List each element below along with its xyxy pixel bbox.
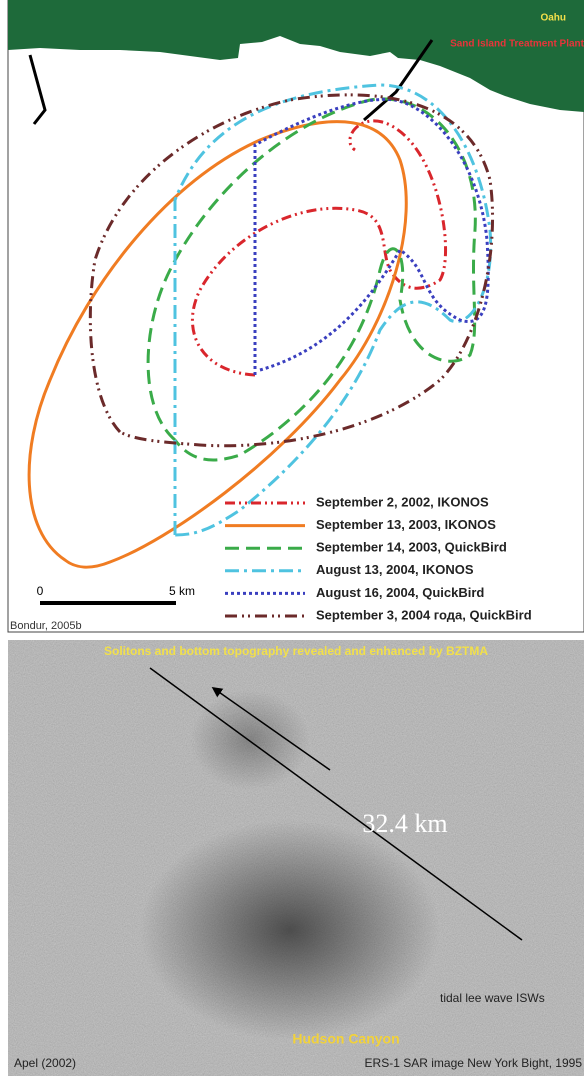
place-label: Sand Island Treatment Plant [450, 39, 584, 50]
contour [253, 97, 490, 375]
map-frame [7, 0, 584, 633]
credit: Apel (2002) [14, 1056, 76, 1070]
contour [88, 93, 494, 448]
contour [27, 120, 408, 569]
legend: September 2, 2002, IKONOS September 13, 2… [225, 494, 532, 622]
legend-label: August 16, 2004, QuickBird [316, 585, 484, 600]
source: ERS-1 SAR image New York Bight, 1995 [365, 1056, 583, 1070]
credit: Bondur, 2005b [10, 620, 82, 632]
legend-label: August 13, 2004, IKONOS [316, 562, 474, 577]
distance-label: 32.4 km [362, 809, 447, 838]
legend-label: September 3, 2004 года, QuickBird [316, 607, 532, 622]
contour [190, 119, 447, 377]
contours [27, 83, 494, 569]
outfall-line [363, 39, 434, 122]
arrow [211, 686, 331, 771]
image-title: Solitons and bottom topography revealed … [104, 644, 488, 658]
outfall-line [28, 54, 47, 125]
legend-label: September 14, 2003, QuickBird [316, 540, 507, 555]
dark-region [190, 690, 310, 790]
dark-region [140, 820, 440, 1040]
legend-label: September 2, 2002, IKONOS [316, 494, 489, 509]
place-label: Oahu [540, 13, 566, 24]
contour [173, 83, 493, 537]
contour [146, 97, 477, 462]
legend-label: September 13, 2003, IKONOS [316, 517, 496, 532]
land [8, 0, 584, 112]
feature-label: Hudson Canyon [292, 1031, 399, 1047]
scale-label: 0 [37, 584, 44, 598]
scale-label: 5 km [169, 584, 195, 598]
annotation: tidal lee wave ISWs [440, 991, 545, 1005]
transect-line [149, 667, 523, 941]
